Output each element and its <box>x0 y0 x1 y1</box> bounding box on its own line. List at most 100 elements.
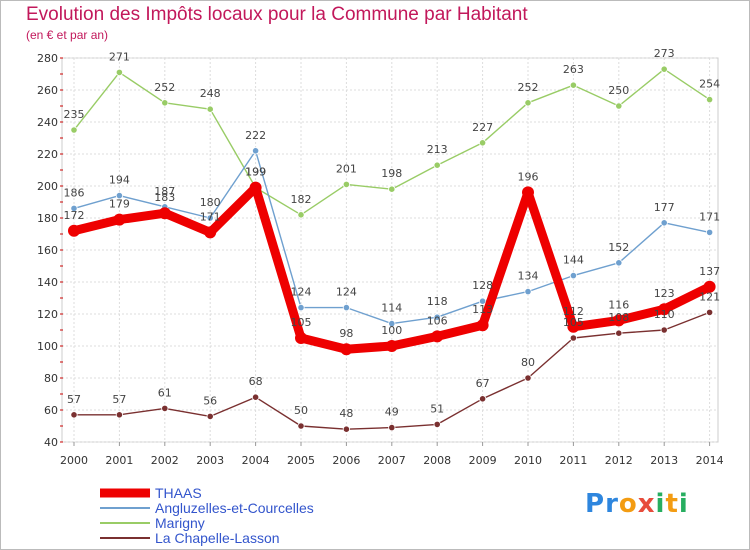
data-label: 271 <box>109 50 130 63</box>
data-point <box>705 228 714 236</box>
data-point <box>158 207 171 220</box>
data-point <box>297 211 305 219</box>
data-label: 49 <box>385 406 399 419</box>
data-label: 254 <box>699 78 720 91</box>
data-label: 235 <box>64 108 85 121</box>
proxiti-logo: Proxiti <box>585 489 689 519</box>
data-label: 196 <box>518 170 539 183</box>
data-label: 112 <box>563 305 584 318</box>
page-title: Evolution des Impôts locaux pour la Comm… <box>26 4 528 25</box>
data-point <box>569 334 578 342</box>
x-tick-label: 2009 <box>469 454 497 467</box>
x-tick-label: 2005 <box>287 454 315 467</box>
y-tick-label: 240 <box>37 116 58 129</box>
data-label: 56 <box>203 394 217 407</box>
data-point <box>206 214 214 222</box>
data-label: 183 <box>154 191 175 204</box>
data-label: 113 <box>472 303 493 316</box>
data-point <box>295 332 307 344</box>
data-point <box>206 412 214 420</box>
data-point <box>70 126 78 134</box>
data-label: 51 <box>430 402 444 415</box>
x-tick-label: 2008 <box>423 454 451 467</box>
data-label: 199 <box>245 166 266 179</box>
data-point <box>249 181 262 194</box>
data-point <box>388 185 396 193</box>
data-point <box>569 81 578 89</box>
data-label: 134 <box>518 270 539 283</box>
data-point <box>204 226 217 239</box>
data-label: 263 <box>563 63 584 76</box>
data-point <box>206 105 214 113</box>
data-point <box>115 68 124 77</box>
data-label: 187 <box>154 185 175 198</box>
data-label: 105 <box>291 316 312 329</box>
data-label: 50 <box>294 404 308 417</box>
data-point <box>161 404 169 412</box>
y-tick-label: 180 <box>37 212 58 225</box>
data-point <box>297 303 305 312</box>
data-label: 213 <box>427 143 448 156</box>
y-tick-label: 280 <box>37 52 58 65</box>
data-label: 98 <box>339 327 353 340</box>
x-tick-label: 2002 <box>151 454 179 467</box>
data-point <box>615 102 623 110</box>
x-tick-label: 2012 <box>605 454 633 467</box>
data-label: 105 <box>563 316 584 329</box>
x-tick-label: 2004 <box>242 454 270 467</box>
data-point <box>658 303 671 316</box>
data-label: 124 <box>291 286 312 299</box>
data-label: 61 <box>158 386 172 399</box>
series-group <box>68 65 716 433</box>
data-label: 48 <box>339 407 353 420</box>
data-label: 172 <box>64 209 85 222</box>
x-tick-label: 2006 <box>332 454 360 467</box>
data-point <box>567 320 580 333</box>
data-label: 182 <box>291 193 312 206</box>
legend-entry: THAAS <box>155 485 202 501</box>
y-tick-label: 220 <box>37 148 58 161</box>
data-point <box>70 204 78 212</box>
data-label: 227 <box>472 121 493 134</box>
data-point <box>113 213 126 226</box>
y-tick-label: 200 <box>37 180 58 193</box>
y-tick-label: 120 <box>37 308 58 321</box>
data-label: 186 <box>64 186 85 199</box>
data-label: 199 <box>245 166 266 179</box>
y-tick-label: 40 <box>44 436 58 449</box>
data-point <box>297 422 305 430</box>
data-point <box>615 329 623 337</box>
legend-entry: Angluzelles-et-Courcelles <box>155 500 314 516</box>
data-point <box>115 192 124 200</box>
data-label: 57 <box>112 393 126 406</box>
data-point <box>703 280 716 293</box>
legend-entry: La Chapelle-Lasson <box>155 530 280 546</box>
data-point <box>476 319 489 332</box>
data-label: 67 <box>476 377 490 390</box>
data-point <box>388 319 396 328</box>
y-tick-label: 60 <box>44 404 58 417</box>
data-point <box>524 99 532 107</box>
y-tick-label: 160 <box>37 244 58 257</box>
data-label: 273 <box>654 47 675 60</box>
data-label: 124 <box>336 286 357 299</box>
y-tick-label: 140 <box>37 276 58 289</box>
data-point <box>161 99 169 107</box>
data-label: 80 <box>521 356 535 369</box>
data-label: 222 <box>245 129 266 142</box>
data-point <box>431 330 444 343</box>
data-label: 123 <box>654 287 675 300</box>
data-point <box>478 139 487 147</box>
y-tick-label: 100 <box>37 340 58 353</box>
x-tick-label: 2003 <box>196 454 224 467</box>
data-label: 152 <box>608 241 629 254</box>
data-point <box>524 287 532 296</box>
data-point <box>705 308 714 316</box>
data-point <box>388 423 396 432</box>
data-label: 180 <box>200 196 221 209</box>
data-label: 106 <box>427 314 448 327</box>
axes: 40 60 80 100 120 140 160 180 200 220 240 260 280 2000… <box>37 52 724 467</box>
x-tick-label: 2011 <box>559 454 587 467</box>
data-label: 250 <box>608 84 629 97</box>
